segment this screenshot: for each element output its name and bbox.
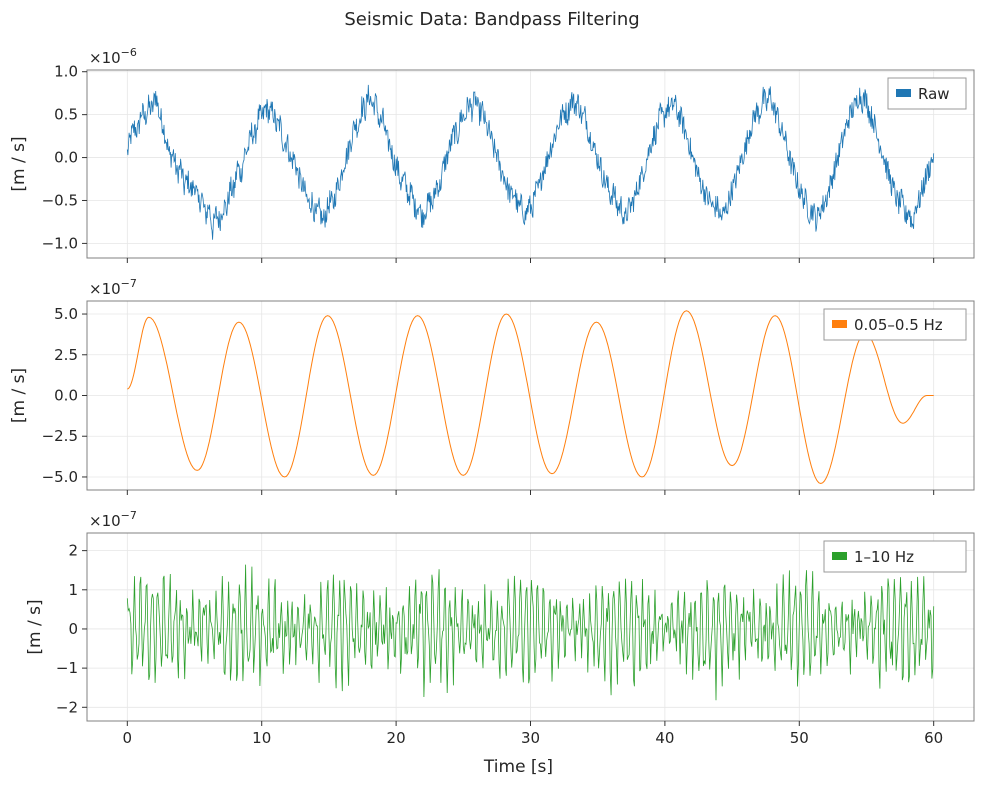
x-axis-label: Time [s] xyxy=(483,757,553,777)
legend-swatch xyxy=(832,320,847,328)
y-scale-offset: ×10−7 xyxy=(89,277,137,298)
chart-panel-3: 0 10 20 30 40 50 60 −2 −1 0 1 2 ×10−7 [m / s] Time [s]… xyxy=(25,509,975,777)
x-tick-label: 0 xyxy=(123,729,133,747)
x-tick-label: 20 xyxy=(387,729,406,747)
y-axis-label: [m / s] xyxy=(25,599,45,654)
legend-label: 0.05–0.5 Hz xyxy=(854,316,943,334)
x-tick-label: 30 xyxy=(521,729,540,747)
x-tick-label: 40 xyxy=(655,729,674,747)
y-tick-label: 0.0 xyxy=(54,387,78,405)
legend-label: Raw xyxy=(918,85,950,103)
chart-panel-1: −1.0 −0.5 0.0 0.5 1.0 ×10−6 [m / s] Raw xyxy=(9,46,975,263)
y-tick-label: 1 xyxy=(68,581,78,599)
y-tick-label: 1.0 xyxy=(54,63,78,81)
series-line-3 xyxy=(126,564,935,701)
y-tick-label: 5.0 xyxy=(54,305,78,323)
y-tick-label: −2.5 xyxy=(42,427,78,445)
legend-label: 1–10 Hz xyxy=(854,548,914,566)
y-scale-offset: ×10−6 xyxy=(89,46,137,67)
legend-box xyxy=(823,540,967,573)
y-tick-label: 0.0 xyxy=(54,149,78,167)
y-tick-label: −1 xyxy=(56,659,78,677)
legend-box xyxy=(823,308,967,341)
y-tick-label: −2 xyxy=(56,698,78,716)
y-tick-label: −0.5 xyxy=(42,191,78,209)
y-axis-label: [m / s] xyxy=(9,136,29,191)
legend-swatch xyxy=(832,552,847,560)
series-line-2 xyxy=(127,310,934,485)
x-tick-label: 50 xyxy=(790,729,809,747)
y-tick-label: 2 xyxy=(68,542,78,560)
legend-swatch xyxy=(896,89,911,97)
chart-title: Seismic Data: Bandpass Filtering xyxy=(344,9,639,30)
x-tick-label: 60 xyxy=(924,729,943,747)
y-scale-offset: ×10−7 xyxy=(89,509,137,530)
y-tick-label: 0.5 xyxy=(54,106,78,124)
y-tick-label: 2.5 xyxy=(54,346,78,364)
y-tick-label: −5.0 xyxy=(42,468,78,486)
series-line-1 xyxy=(126,84,935,240)
y-axis-label: [m / s] xyxy=(9,368,29,423)
y-tick-label: −1.0 xyxy=(42,234,78,252)
chart-panel-2: −5.0 −2.5 0.0 2.5 5.0 ×10−7 [m / s] 0.05–0.5 Hz xyxy=(9,277,975,495)
y-tick-label: 0 xyxy=(68,620,78,638)
x-tick-label: 10 xyxy=(252,729,271,747)
